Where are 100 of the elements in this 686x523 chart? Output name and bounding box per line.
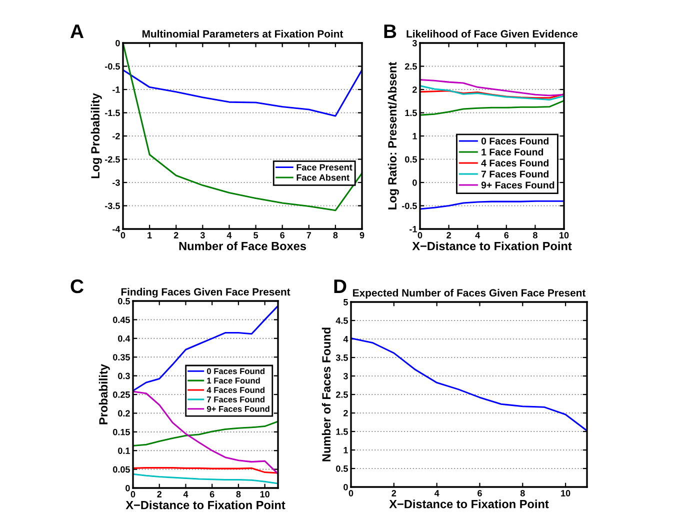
- y-tick-label: 0.15: [113, 428, 130, 436]
- x-tick-label: 0: [418, 232, 422, 238]
- x-tick-label: 8: [532, 232, 538, 238]
- y-tick-label: 0.5: [336, 465, 348, 472]
- chart-title: Likelihood of Face Given Evidence: [406, 30, 578, 38]
- x-tick-label: 4: [183, 491, 188, 498]
- y-tick-label: -1: [112, 86, 120, 93]
- y-tick-label: 2.5: [404, 63, 417, 70]
- y-tick-label: 0: [126, 484, 130, 492]
- y-tick-label: -2: [112, 132, 120, 140]
- y-tick-label: 0.2: [118, 410, 130, 417]
- y-tick-label: 3: [412, 40, 417, 46]
- y-tick-label: 0.35: [113, 354, 130, 360]
- x-tick-label: 10: [561, 490, 570, 496]
- y-tick-label: -4: [112, 226, 120, 232]
- y-tick-label: -3.5: [105, 202, 120, 210]
- legend-label: 1 Face Found: [482, 148, 544, 156]
- y-tick-label: 2: [412, 86, 417, 93]
- legend-label: 9+ Faces Found: [206, 406, 270, 412]
- legend-label: 0 Faces Found: [481, 137, 548, 144]
- x-tick-label: 2: [446, 232, 451, 238]
- y-tick-label: 5: [343, 299, 348, 306]
- chart-title: Multinomial Parameters at Fixation Point: [142, 30, 344, 38]
- y-tick-label: 0.3: [118, 372, 130, 380]
- y-tick-label: 0.05: [113, 466, 130, 473]
- x-tick-label: 3: [200, 232, 205, 238]
- y-axis-title: Probability: [98, 364, 110, 424]
- y-tick-label: 0.5: [405, 156, 417, 163]
- line-series: [351, 337, 587, 432]
- y-tick-label: 0: [412, 179, 417, 186]
- line-series: [420, 100, 564, 116]
- legend-label: Face Absent: [296, 174, 350, 181]
- y-tick-label: 3: [343, 372, 348, 380]
- x-tick-label: 6: [280, 232, 285, 238]
- y-tick-label: -1: [410, 226, 417, 232]
- x-tick-label: 8: [236, 491, 241, 498]
- line-series: [133, 473, 278, 484]
- y-tick-label: -0.5: [402, 202, 417, 210]
- legend-label: 7 Faces Found: [207, 396, 264, 402]
- legend-label: 0 Faces Found: [207, 368, 264, 374]
- x-tick-label: 9: [360, 232, 364, 238]
- x-tick-label: 5: [254, 232, 258, 238]
- text: B: [384, 24, 396, 38]
- x-axis-title: Number of Face Boxes: [179, 242, 306, 250]
- legend-label: 4 Faces Found: [481, 159, 548, 167]
- chart-title: Finding Faces Given Face Present: [121, 288, 290, 298]
- y-tick-label: 0: [344, 484, 348, 490]
- legend-label: 4 Faces Found: [206, 386, 264, 393]
- x-tick-label: 0: [348, 490, 354, 496]
- x-tick-label: 10: [260, 491, 270, 498]
- x-tick-label: 8: [333, 232, 338, 238]
- text: C: [70, 279, 84, 294]
- x-tick-label: 4: [434, 490, 440, 496]
- x-tick-label: 7: [306, 232, 312, 238]
- line-series: [420, 85, 564, 100]
- line-series: [420, 200, 564, 210]
- line-series: [133, 305, 278, 392]
- line-series: [123, 69, 362, 117]
- x-tick-label: 10: [560, 232, 569, 238]
- line-series: [133, 420, 278, 447]
- x-tick-label: 0: [130, 491, 136, 498]
- y-tick-label: 1: [412, 133, 417, 140]
- y-axis-title: Number of Faces Found: [322, 328, 331, 462]
- y-tick-label: 0.5: [118, 298, 130, 304]
- y-tick-label: 2.5: [336, 391, 348, 398]
- x-tick-label: 2: [392, 490, 396, 496]
- y-tick-label: -2.5: [105, 156, 120, 163]
- legend-label: Face Present: [296, 164, 352, 171]
- legend-label: 9+ Faces Found: [481, 181, 554, 189]
- x-tick-label: 2: [157, 491, 162, 498]
- x-tick-label: 6: [478, 490, 482, 496]
- x-tick-label: 8: [520, 490, 525, 496]
- x-tick-label: 6: [210, 491, 214, 498]
- y-tick-label: 1.5: [405, 110, 417, 116]
- x-axis-title: X−Distance to Fixation Point: [126, 500, 286, 510]
- y-tick-label: -3: [112, 179, 120, 186]
- y-axis-title: Log Probability: [90, 93, 102, 178]
- x-tick-label: 4: [475, 232, 480, 238]
- y-tick-label: 2: [344, 410, 348, 416]
- y-tick-label: 0.1: [118, 448, 130, 454]
- line-series: [420, 90, 564, 99]
- y-tick-label: -1.5: [105, 110, 120, 116]
- text: A: [70, 24, 84, 38]
- text: D: [334, 280, 346, 293]
- y-tick-label: 0.25: [113, 391, 130, 398]
- y-tick-label: 0.45: [113, 316, 130, 324]
- x-tick-label: 4: [226, 232, 232, 238]
- x-tick-label: 2: [174, 232, 178, 238]
- y-tick-label: 4: [343, 336, 348, 342]
- legend-label: 7 Faces Found: [481, 170, 548, 178]
- y-tick-label: -0.5: [105, 63, 120, 70]
- line-series: [420, 78, 564, 96]
- y-tick-label: 1: [344, 447, 348, 454]
- x-axis-title: X−Distance to Fixation Point: [389, 500, 549, 508]
- y-tick-label: 3.5: [336, 354, 348, 361]
- x-tick-label: 1: [148, 232, 152, 238]
- y-tick-label: 0.4: [118, 335, 130, 342]
- x-tick-label: 6: [504, 232, 509, 238]
- y-tick-label: 4.5: [336, 318, 348, 324]
- y-tick-label: 1.5: [336, 428, 348, 435]
